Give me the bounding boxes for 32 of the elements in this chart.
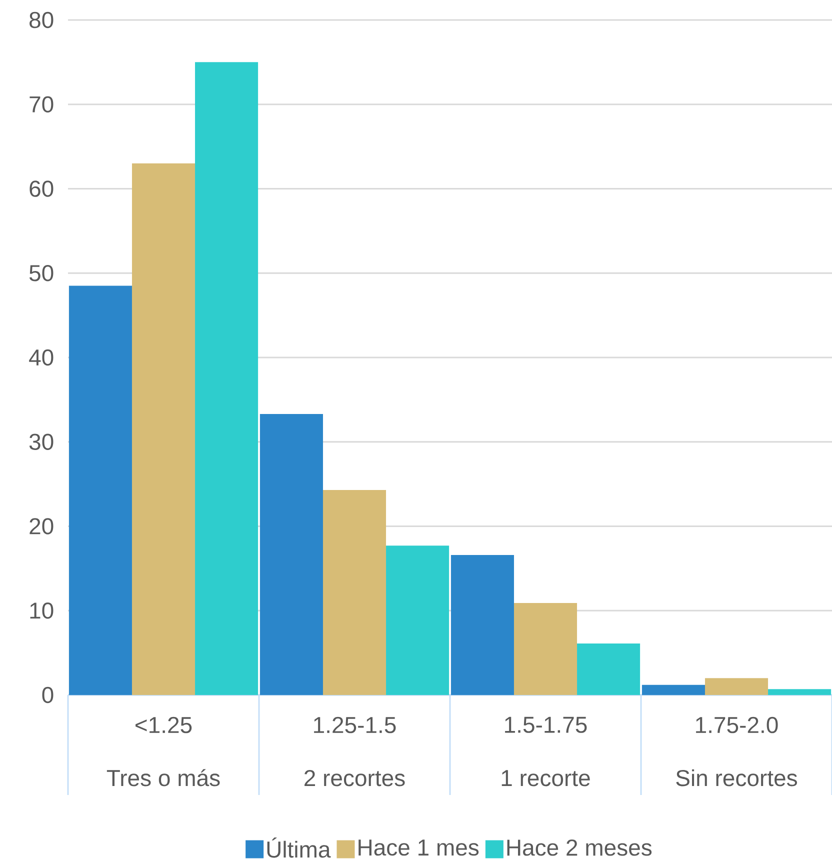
bar	[195, 62, 258, 695]
bar	[450, 554, 514, 695]
bar	[322, 490, 386, 695]
bar	[704, 678, 768, 695]
legend-label: Última	[267, 838, 331, 858]
text: Sin recortes	[676, 769, 798, 786]
x-tick-label: 1.5-1.75	[505, 716, 587, 733]
bar	[132, 163, 196, 695]
x-tick-label: <1.25	[136, 716, 192, 734]
y-tick-label: 20	[30, 518, 54, 534]
x-tick-label: 1.25-1.5	[314, 716, 396, 734]
bar	[260, 414, 323, 695]
y-tick-label: 70	[30, 96, 54, 113]
text: Tres o más	[106, 769, 220, 786]
y-tick-label: 50	[29, 264, 54, 282]
bar	[577, 644, 640, 695]
y-tick-label: 60	[30, 180, 54, 197]
text: 2 recortes	[304, 770, 405, 786]
y-tick-label: 10	[30, 602, 54, 619]
bar	[514, 603, 578, 695]
legend-label: Hace 2 meses	[507, 840, 652, 856]
legend-label: Hace 1 mes	[358, 840, 479, 856]
y-tick-label: 0	[42, 686, 54, 704]
bar	[386, 546, 450, 695]
y-tick-label: 30	[29, 434, 54, 450]
bar	[642, 684, 705, 695]
x-tick-label: 1.75-2.0	[696, 716, 778, 734]
text: 1 recorte	[502, 770, 590, 786]
y-tick-label: 80	[30, 12, 54, 28]
bar	[768, 689, 832, 695]
y-tick-label: 40	[29, 349, 54, 366]
bar	[68, 286, 132, 695]
